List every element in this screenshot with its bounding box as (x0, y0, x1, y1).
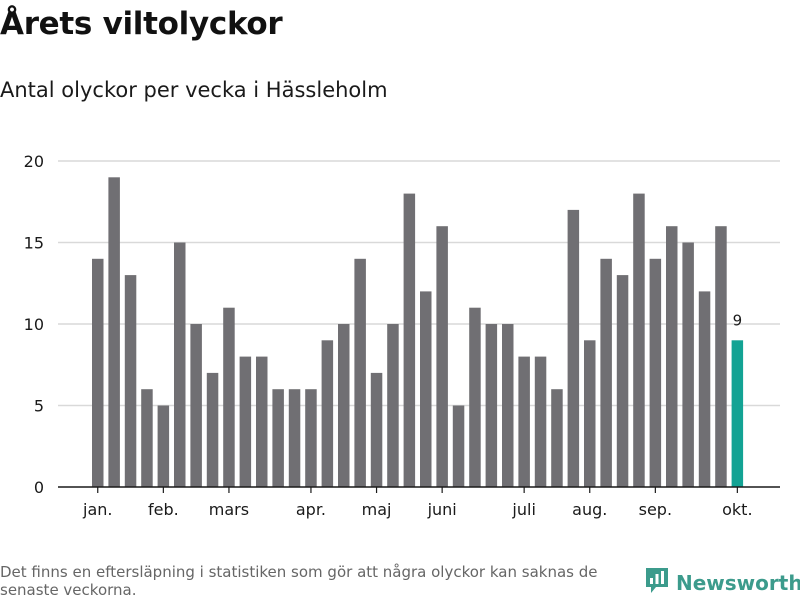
brand[interactable]: Newsworthy (644, 566, 800, 600)
bar (666, 226, 678, 487)
bar (469, 307, 481, 487)
x-tick-label: sep. (639, 500, 672, 519)
bar (223, 307, 235, 487)
bars (92, 177, 744, 488)
bar (354, 258, 366, 487)
brand-name: Newsworthy (676, 571, 800, 595)
bar (633, 193, 645, 487)
bar (715, 226, 727, 487)
bar (649, 258, 662, 487)
x-tick-label: apr. (296, 500, 326, 519)
x-tick-label: mars (209, 500, 249, 519)
bar (600, 258, 612, 487)
data-labels: 9 (733, 311, 743, 329)
bar (157, 405, 170, 487)
bar (567, 209, 580, 487)
bar (370, 372, 383, 487)
bar (338, 324, 350, 487)
bar (321, 340, 334, 487)
bar (190, 324, 202, 487)
bar-highlight (731, 340, 744, 487)
y-tick-label: 15 (24, 234, 44, 253)
bar (288, 389, 301, 487)
chart-title: Årets viltolyckor (0, 6, 283, 42)
bar (584, 340, 596, 487)
bar-chart: 0 5 10 15 20 jan. feb. mars apr. maj juni juli aug.… (24, 152, 780, 519)
bar (698, 291, 711, 487)
chart-subtitle: Antal olyckor per vecka i Hässleholm (0, 78, 388, 102)
footnote: Det finns en eftersläpning i statistiken… (0, 563, 598, 599)
y-axis-ticks: 0 5 10 15 20 (24, 152, 44, 497)
bar (551, 389, 563, 487)
bar (452, 405, 465, 487)
bar (256, 356, 268, 487)
bar (141, 389, 153, 487)
bar (92, 258, 104, 487)
x-axis-month-labels: jan. feb. mars apr. maj juni juli aug. sep. okt. (82, 487, 753, 519)
bar (124, 275, 137, 487)
bar (518, 356, 530, 487)
bar (485, 324, 498, 487)
x-tick-label: jan. (82, 500, 112, 519)
bar (305, 389, 317, 487)
bar (502, 324, 514, 487)
bar (206, 372, 219, 487)
bar (239, 356, 252, 487)
y-tick-label: 0 (34, 478, 44, 497)
bar (387, 324, 399, 487)
x-tick-label: juli (511, 500, 535, 519)
bar (682, 242, 694, 487)
y-tick-label: 5 (34, 397, 44, 416)
bar (108, 177, 120, 488)
bar (436, 226, 448, 487)
newsworthy-logo-icon (644, 566, 670, 600)
y-tick-label: 10 (24, 315, 44, 334)
bar (272, 389, 284, 487)
bar (616, 275, 629, 487)
x-tick-label: maj (362, 500, 392, 519)
x-tick-label: okt. (722, 500, 752, 519)
bar (403, 193, 416, 487)
bar (534, 356, 547, 487)
x-tick-label: feb. (148, 500, 179, 519)
x-tick-label: juni (427, 500, 457, 519)
y-tick-label: 20 (24, 152, 44, 171)
bar (174, 242, 186, 487)
bar (420, 291, 432, 487)
x-tick-label: aug. (572, 500, 607, 519)
data-label: 9 (733, 311, 743, 329)
